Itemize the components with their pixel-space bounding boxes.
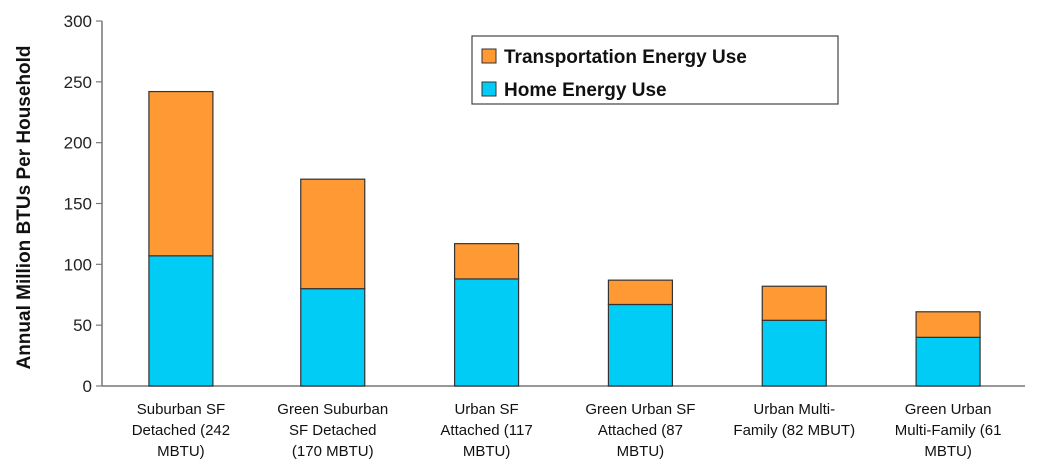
y-tick-label: 50 <box>73 316 92 335</box>
bar-transportation-2 <box>453 243 520 280</box>
legend-box <box>471 35 839 105</box>
y-tick-label: 300 <box>64 12 92 31</box>
bar-transportation-1 <box>300 178 366 290</box>
category-label: Green Suburban SF Detached (170 MBTU) <box>277 401 388 460</box>
y-tick-label: 200 <box>64 134 92 153</box>
bar-transportation-0 <box>148 90 214 257</box>
bar-home-5 <box>915 336 981 387</box>
y-tick-label: 150 <box>64 195 92 214</box>
bar-transportation-4 <box>761 285 827 321</box>
legend-swatch <box>481 48 497 64</box>
legend-swatch <box>481 81 497 97</box>
bar-transportation-5 <box>915 311 981 338</box>
bar-transportation-3 <box>607 279 674 306</box>
category-label: Green Urban Multi-Family (61 MBTU) <box>895 401 1002 460</box>
y-tick-label: 0 <box>83 377 92 396</box>
legend: Transportation Energy Use Home Energy Use <box>471 35 839 105</box>
bar-home-4 <box>761 319 827 387</box>
bar-home-3 <box>607 303 674 387</box>
y-axis-label: Annual Million BTUs Per Household <box>14 45 35 369</box>
bars <box>148 90 981 387</box>
legend-entry: Transportation Energy Use <box>504 47 747 68</box>
y-tick-label: 250 <box>64 73 92 92</box>
bar-home-2 <box>453 278 520 387</box>
bar-home-0 <box>148 255 214 387</box>
y-tick-label: 100 <box>64 255 92 274</box>
category-label: Green Urban SF Attached (87 MBTU) <box>585 401 695 460</box>
category-label: Urban SF Attached (117 MBTU) <box>440 401 532 460</box>
axes: 0 50 100 150 200 250 300 Annual Million BTUs Pe… <box>14 12 1025 396</box>
category-label: Suburban SF Detached (242 MBTU) <box>132 401 230 460</box>
bar-home-1 <box>300 288 366 387</box>
category-label: Urban Multi-Family (82 MBUT) <box>733 401 855 439</box>
legend-entry: Home Energy Use <box>504 80 667 101</box>
category-labels: Suburban SF Detached (242 MBTU) Green Subur… <box>132 401 1002 460</box>
